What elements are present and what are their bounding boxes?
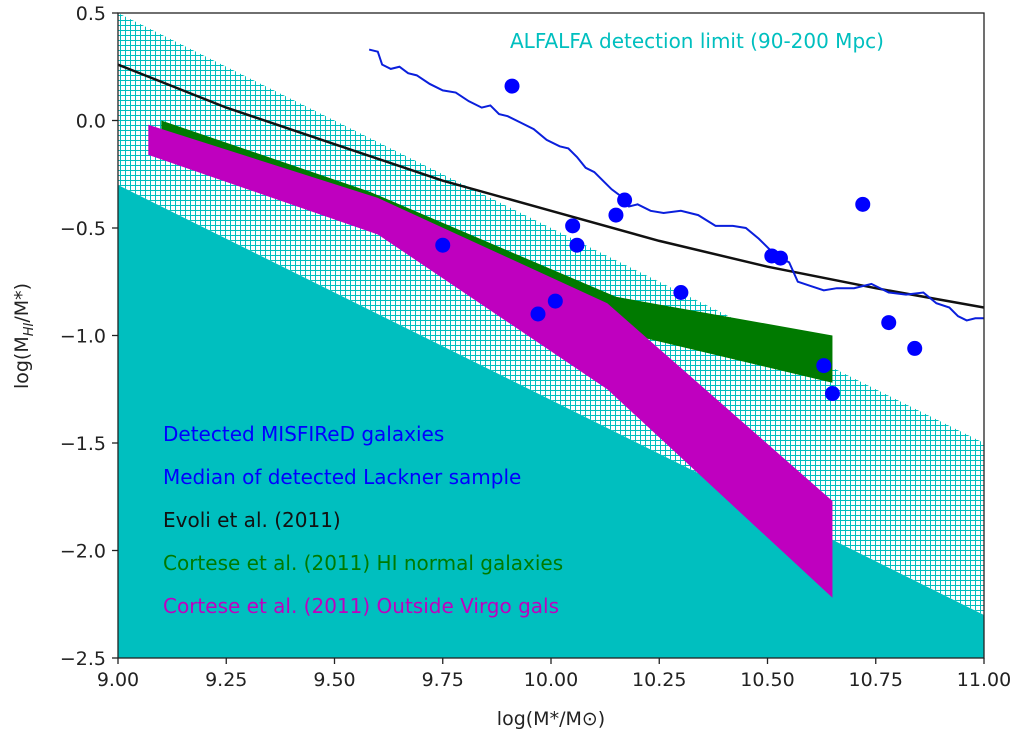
x-axis-label: log(M*/M⊙) bbox=[497, 708, 605, 730]
x-tick-label: 9.50 bbox=[313, 669, 355, 691]
x-tick-label: 11.00 bbox=[957, 669, 1011, 691]
y-tick-label: −0.5 bbox=[60, 218, 106, 240]
legend-entry-cortese-virgo: Cortese et al. (2011) Outside Virgo gals bbox=[163, 594, 559, 618]
x-tick-label: 9.75 bbox=[422, 669, 464, 691]
x-tick-label: 10.50 bbox=[740, 669, 794, 691]
plot-area bbox=[118, 13, 984, 658]
y-tick-label: −1.0 bbox=[60, 326, 106, 348]
misfired-point-8 bbox=[673, 285, 689, 300]
legend-entry-misfired: Detected MISFIReD galaxies bbox=[163, 422, 444, 446]
lackner-median-line bbox=[368, 48, 984, 322]
y-axis-label-sub: HI bbox=[22, 322, 37, 336]
detection-limit-annotation: ALFALFA detection limit (90-200 Mpc) bbox=[510, 29, 884, 53]
legend-entry-evoli: Evoli et al. (2011) bbox=[163, 508, 341, 532]
legend: Detected MISFIReD galaxies Median of det… bbox=[163, 422, 563, 618]
misfired-point-10 bbox=[772, 250, 788, 266]
x-tick-label: 9.00 bbox=[97, 669, 139, 691]
misfired-point-14 bbox=[881, 315, 897, 331]
misfired-point-6 bbox=[608, 207, 624, 223]
x-tick-label: 10.75 bbox=[849, 669, 903, 691]
y-tick-label: −2.0 bbox=[60, 541, 106, 563]
misfired-point-13 bbox=[855, 196, 871, 212]
misfired-point-3 bbox=[547, 293, 563, 309]
misfired-point-11 bbox=[816, 358, 832, 374]
misfired-point-4 bbox=[565, 218, 581, 234]
misfired-point-15 bbox=[907, 340, 923, 356]
y-axis-ticks: 0.5 0.0 −0.5 −1.0 −1.5 −2.0 −2.5 bbox=[60, 3, 118, 670]
y-axis-label-tail: /M*) bbox=[11, 283, 33, 323]
y-tick-label: −1.5 bbox=[60, 433, 106, 455]
y-tick-label: 0.0 bbox=[76, 111, 106, 133]
cortese-outside-virgo-band bbox=[148, 124, 833, 598]
x-tick-label: 10.25 bbox=[632, 669, 686, 691]
x-axis-ticks: 9.00 9.25 9.50 9.75 10.00 10.25 10.50 10.75 11.0… bbox=[97, 658, 1011, 691]
misfired-point-12 bbox=[824, 386, 840, 402]
x-tick-label: 10.00 bbox=[524, 669, 578, 691]
y-axis-label-main: log(M bbox=[11, 336, 33, 389]
evoli-line bbox=[118, 63, 984, 309]
y-axis-label: log(MHI/M*) bbox=[11, 283, 37, 389]
legend-entry-lackner-median: Median of detected Lackner sample bbox=[163, 465, 521, 489]
misfired-point-1 bbox=[435, 237, 451, 253]
y-tick-label: 0.5 bbox=[76, 3, 106, 25]
y-tick-label: −2.5 bbox=[60, 648, 106, 670]
detection-limit-solid-region bbox=[118, 185, 984, 658]
misfired-point-5 bbox=[569, 237, 585, 253]
misfired-point-7 bbox=[617, 192, 633, 208]
misfired-point-2 bbox=[530, 306, 546, 322]
legend-entry-cortese-normal: Cortese et al. (2011) HI normal galaxies bbox=[163, 551, 563, 575]
x-tick-label: 9.25 bbox=[205, 669, 247, 691]
misfired-point-0 bbox=[504, 78, 520, 94]
misfired-points bbox=[435, 78, 923, 402]
